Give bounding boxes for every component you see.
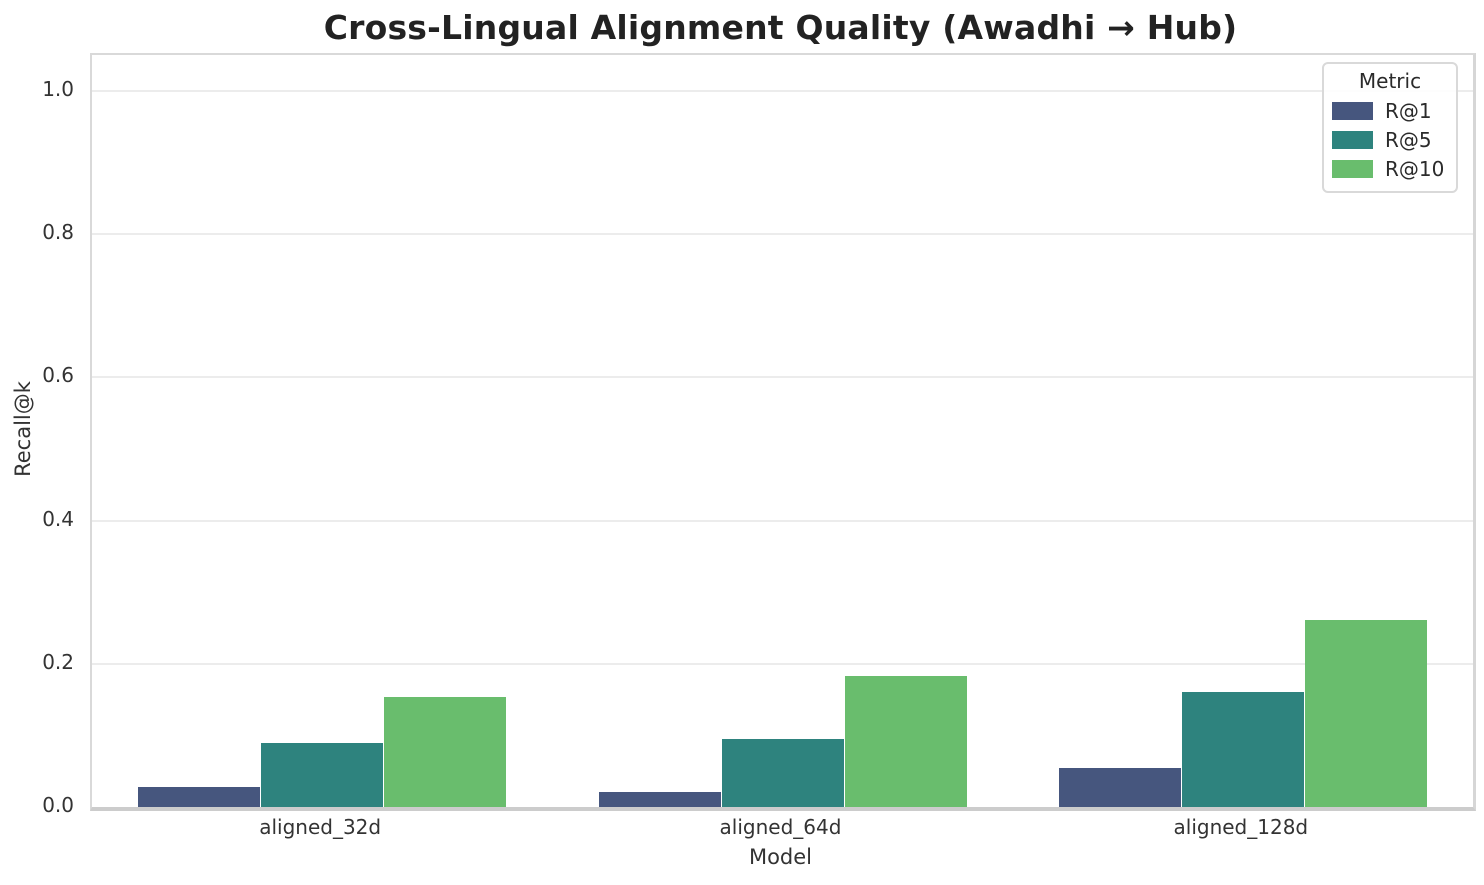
bar-r1-aligned_64d [598,791,721,807]
y-tick-label: 0.8 [42,220,74,245]
legend-item-r5: R@5 [1332,127,1450,152]
legend-items: R@1 R@5 R@10 [1330,98,1450,181]
x-axis-label: Model [748,845,813,869]
x-tick-label-aligned_32d: aligned_32d [259,815,382,839]
y-tick-label: 0.2 [42,649,74,674]
legend-item-label: R@10 [1385,156,1445,181]
legend-swatch-icon [1332,130,1373,149]
bar-r5-aligned_128d [1181,691,1304,807]
y-tick-label: 1.0 [42,76,74,101]
y-tick-label: 0.4 [42,506,74,531]
y-axis-label: Recall@k [11,381,35,477]
legend: Metric R@1 R@5 R@10 [1322,62,1458,193]
legend-item-label: R@1 [1385,98,1432,123]
legend-item-label: R@5 [1385,127,1432,152]
plot-area [90,53,1476,811]
gridline [92,662,1473,665]
y-tick-label: 0.6 [42,363,74,388]
y-tick-label: 0.0 [42,793,74,817]
bar-r1-aligned_32d [138,786,261,807]
bar-r10-aligned_128d [1304,620,1427,807]
bar-r1-aligned_128d [1058,768,1181,807]
legend-title: Metric [1358,69,1422,93]
x-tick-label-aligned_128d: aligned_128d [1173,815,1309,839]
bar-r5-aligned_32d [261,742,384,807]
gridline [92,89,1473,92]
legend-item-r1: R@1 [1332,98,1450,123]
legend-swatch-icon [1332,101,1373,120]
x-tick-label-aligned_64d: aligned_64d [719,815,842,839]
gridline [92,519,1473,522]
gridline [92,376,1473,379]
chart-title: Cross-Lingual Alignment Quality (Awadhi … [323,8,1238,47]
gridline [92,233,1473,236]
bar-r10-aligned_64d [844,675,967,807]
bar-r5-aligned_64d [721,738,844,807]
legend-item-r10: R@10 [1332,156,1450,181]
bar-r10-aligned_32d [384,697,507,807]
legend-swatch-icon [1332,159,1373,178]
